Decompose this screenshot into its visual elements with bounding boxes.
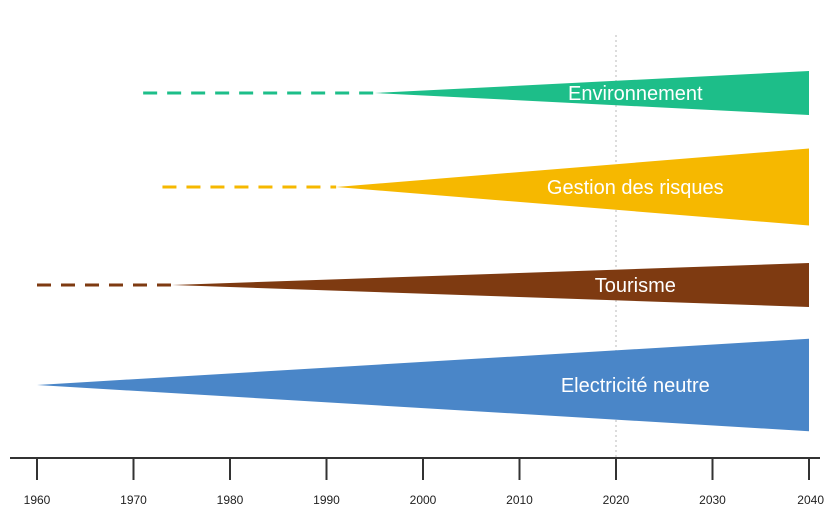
series-gestion-des-risques: Gestion des risques xyxy=(162,148,809,226)
series-wedge xyxy=(336,148,809,226)
series-wedge xyxy=(172,263,810,307)
series-label: Tourisme xyxy=(595,275,676,297)
x-tick-label: 2000 xyxy=(410,493,437,507)
x-tick-label: 1970 xyxy=(120,493,147,507)
series-label: Electricité neutre xyxy=(561,375,710,397)
x-tick-label: 1980 xyxy=(217,493,244,507)
x-tick-label: 2020 xyxy=(603,493,630,507)
wedges-layer: Environnement Gestion des risques Tourisme… xyxy=(37,71,810,432)
series-wedge xyxy=(374,71,809,115)
x-axis: 1960 1970 1980 1990 2000 2010 2020 2030 2040 xyxy=(10,457,824,507)
x-tick-label: 1960 xyxy=(24,493,51,507)
series-label: Environnement xyxy=(568,83,703,105)
series-electricite-neutre: Electricité neutre xyxy=(37,338,809,432)
series-tourisme: Tourisme xyxy=(37,263,810,307)
x-tick-label: 1990 xyxy=(313,493,340,507)
x-tick-label: 2040 xyxy=(797,493,824,507)
series-label: Gestion des risques xyxy=(547,177,724,199)
series-environnement: Environnement xyxy=(143,71,809,115)
series-wedge xyxy=(37,338,809,432)
x-tick-label: 2010 xyxy=(506,493,533,507)
x-tick-label: 2030 xyxy=(699,493,726,507)
